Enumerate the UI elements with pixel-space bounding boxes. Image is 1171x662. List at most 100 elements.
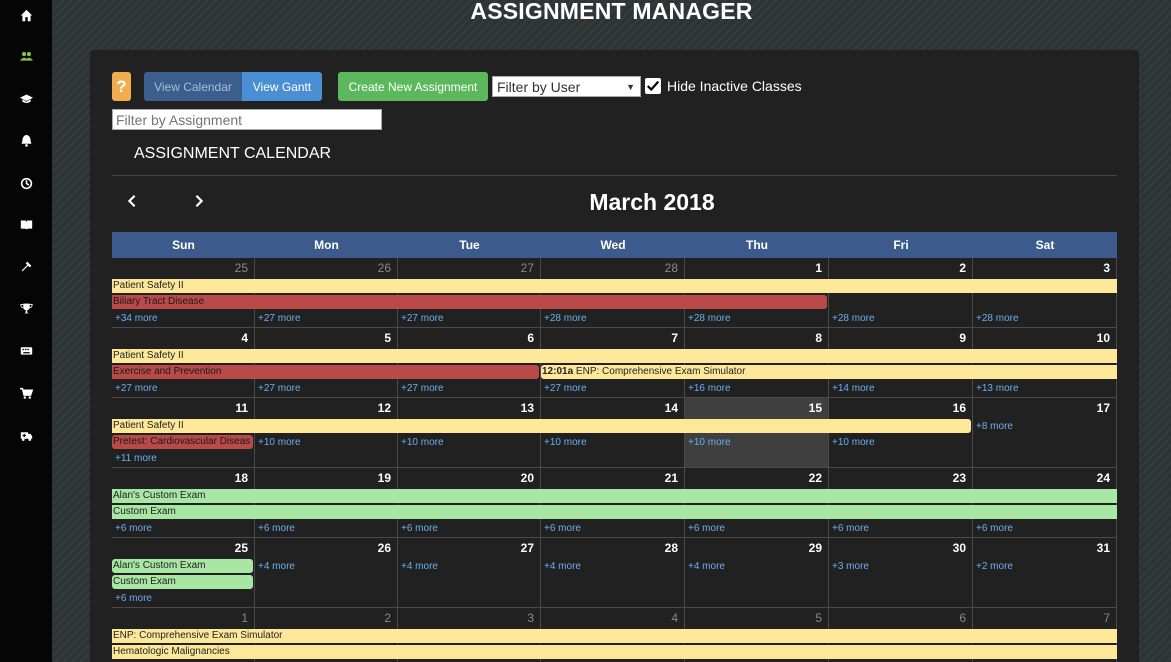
calendar-event[interactable]: Pretest: Cardiovascular Diseas <box>112 435 253 449</box>
help-button[interactable]: ? <box>112 72 131 101</box>
day-cell[interactable]: 29 <box>685 538 829 608</box>
day-cell[interactable]: 5 <box>255 328 398 398</box>
prev-month-button[interactable] <box>122 192 142 212</box>
day-cell[interactable]: 30 <box>829 538 973 608</box>
day-cell[interactable]: 10 <box>973 328 1117 398</box>
more-events-link[interactable]: +16 more <box>688 383 731 394</box>
more-events-link[interactable]: +2 more <box>976 561 1013 572</box>
more-events-link[interactable]: +13 more <box>976 383 1019 394</box>
day-cell[interactable]: 24 <box>973 468 1117 538</box>
more-events-link[interactable]: +4 more <box>688 561 725 572</box>
calendar-event[interactable]: 12:01a ENP: Comprehensive Exam Simulator <box>541 365 1117 379</box>
trophy-icon[interactable] <box>0 293 52 323</box>
calendar-event[interactable]: Alan's Custom Exam <box>112 559 253 573</box>
day-cell[interactable]: 28 <box>541 258 685 328</box>
day-cell[interactable]: 2 <box>829 258 973 328</box>
day-cell[interactable]: 16 <box>829 398 973 468</box>
more-events-link[interactable]: +28 more <box>688 313 731 324</box>
day-cell[interactable]: 23 <box>829 468 973 538</box>
filter-by-assignment-input[interactable] <box>112 109 382 130</box>
day-cell[interactable]: 20 <box>398 468 541 538</box>
more-events-link[interactable]: +4 more <box>544 561 581 572</box>
more-events-link[interactable]: +6 more <box>544 523 581 534</box>
more-events-link[interactable]: +28 more <box>832 313 875 324</box>
hide-inactive-checkbox[interactable] <box>645 78 661 94</box>
day-cell[interactable]: 12 <box>255 398 398 468</box>
calendar-event[interactable]: Patient Safety II <box>112 349 1117 363</box>
day-cell[interactable]: 25 <box>112 538 255 608</box>
more-events-link[interactable]: +10 more <box>258 437 301 448</box>
more-events-link[interactable]: +4 more <box>401 561 438 572</box>
day-cell[interactable]: 18 <box>112 468 255 538</box>
day-cell[interactable]: 26 <box>255 258 398 328</box>
more-events-link[interactable]: +27 more <box>258 313 301 324</box>
cart-icon[interactable] <box>0 378 52 408</box>
calendar-event[interactable]: Exercise and Prevention <box>112 365 539 379</box>
day-cell[interactable]: 11 <box>112 398 255 468</box>
day-cell[interactable]: 27 <box>398 538 541 608</box>
more-events-link[interactable]: +27 more <box>544 383 587 394</box>
more-events-link[interactable]: +10 more <box>401 437 444 448</box>
day-cell[interactable]: 26 <box>255 538 398 608</box>
bell-icon[interactable] <box>0 125 52 155</box>
more-events-link[interactable]: +3 more <box>832 561 869 572</box>
day-cell[interactable]: 13 <box>398 398 541 468</box>
day-cell[interactable]: 28 <box>541 538 685 608</box>
calendar-event[interactable]: Alan's Custom Exam <box>112 489 1117 503</box>
calendar-event[interactable]: Biliary Tract Disease <box>112 295 827 309</box>
more-events-link[interactable]: +6 more <box>115 523 152 534</box>
calendar-event[interactable]: ENP: Comprehensive Exam Simulator <box>112 629 1117 643</box>
day-cell[interactable]: 31 <box>973 538 1117 608</box>
filter-by-user-select[interactable]: Filter by User ▼ <box>492 76 641 97</box>
day-cell[interactable]: 27 <box>398 258 541 328</box>
users-icon[interactable] <box>0 41 52 71</box>
day-cell[interactable]: 8 <box>685 328 829 398</box>
day-cell[interactable]: 14 <box>541 398 685 468</box>
day-cell[interactable]: 6 <box>398 328 541 398</box>
more-events-link[interactable]: +28 more <box>976 313 1019 324</box>
more-events-link[interactable]: +27 more <box>401 383 444 394</box>
more-events-link[interactable]: +11 more <box>115 453 157 464</box>
more-events-link[interactable]: +6 more <box>258 523 295 534</box>
more-events-link[interactable]: +8 more <box>976 421 1013 432</box>
next-month-button[interactable] <box>189 192 209 212</box>
history-icon[interactable] <box>0 168 52 198</box>
calendar-event[interactable]: Patient Safety II <box>112 419 971 433</box>
keyboard-icon[interactable] <box>0 335 52 365</box>
more-events-link[interactable]: +34 more <box>115 313 158 324</box>
ambulance-icon[interactable] <box>0 420 52 450</box>
view-calendar-button[interactable]: View Calendar <box>144 72 242 101</box>
day-cell[interactable]: 25 <box>112 258 255 328</box>
more-events-link[interactable]: +27 more <box>401 313 444 324</box>
more-events-link[interactable]: +4 more <box>258 561 295 572</box>
book-icon[interactable] <box>0 209 52 239</box>
more-events-link[interactable]: +10 more <box>832 437 875 448</box>
day-cell[interactable]: 7 <box>541 328 685 398</box>
more-events-link[interactable]: +28 more <box>544 313 587 324</box>
day-cell[interactable]: 15 <box>685 398 829 468</box>
day-cell[interactable]: 17 <box>973 398 1117 468</box>
day-cell[interactable]: 21 <box>541 468 685 538</box>
more-events-link[interactable]: +6 more <box>401 523 438 534</box>
calendar-event[interactable]: Hematologic Malignancies <box>112 645 1117 659</box>
wrench-icon[interactable] <box>0 251 52 281</box>
home-icon[interactable] <box>0 0 52 30</box>
day-cell[interactable]: 22 <box>685 468 829 538</box>
more-events-link[interactable]: +6 more <box>832 523 869 534</box>
more-events-link[interactable]: +6 more <box>115 593 152 604</box>
day-cell[interactable]: 3 <box>973 258 1117 328</box>
more-events-link[interactable]: +10 more <box>544 437 587 448</box>
graduation-cap-icon[interactable] <box>0 83 52 113</box>
more-events-link[interactable]: +6 more <box>976 523 1013 534</box>
create-assignment-button[interactable]: Create New Assignment <box>338 72 488 101</box>
calendar-event[interactable]: Custom Exam <box>112 505 1117 519</box>
more-events-link[interactable]: +6 more <box>688 523 725 534</box>
calendar-event[interactable]: Patient Safety II <box>112 279 1117 293</box>
day-cell[interactable]: 9 <box>829 328 973 398</box>
more-events-link[interactable]: +27 more <box>258 383 301 394</box>
day-cell[interactable]: 1 <box>685 258 829 328</box>
view-gantt-button[interactable]: View Gantt <box>242 72 322 101</box>
calendar-event[interactable]: Custom Exam <box>112 575 253 589</box>
more-events-link[interactable]: +27 more <box>115 383 158 394</box>
more-events-link[interactable]: +14 more <box>832 383 875 394</box>
